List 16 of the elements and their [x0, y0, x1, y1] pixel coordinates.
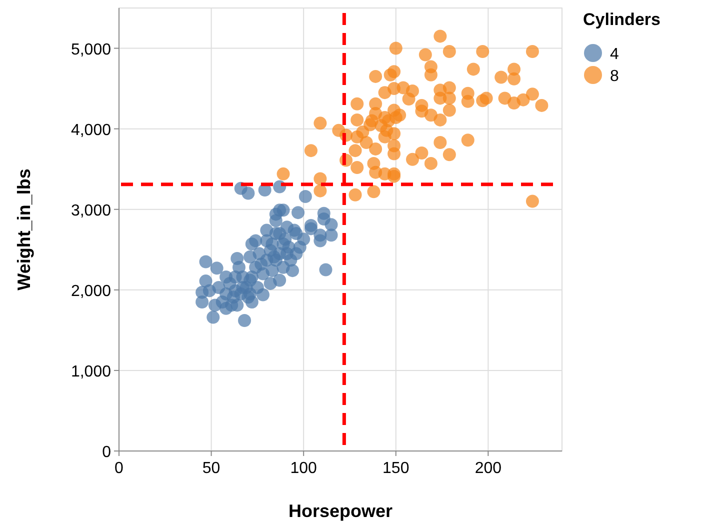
x-axis-title: Horsepower — [288, 501, 393, 521]
legend-label: 8 — [610, 68, 619, 85]
y-tick-label: 4,000 — [70, 122, 112, 139]
y-axis-title: Weight_in_lbs — [14, 168, 34, 290]
x-tick-label: 200 — [474, 460, 502, 477]
y-tick-label: 1,000 — [70, 363, 112, 380]
x-tick-label: 150 — [382, 460, 410, 477]
legend-label: 4 — [610, 46, 619, 63]
y-tick-label: 2,000 — [70, 282, 112, 300]
legend-title: Cylinders — [583, 10, 660, 29]
y-tick-label: 5,000 — [70, 41, 112, 58]
y-tick-label: 0 — [102, 444, 112, 461]
x-tick-label: 100 — [290, 460, 318, 477]
x-tick-label: 0 — [114, 460, 124, 477]
y-tick-label: 3,000 — [70, 202, 112, 220]
x-tick-label: 50 — [202, 460, 220, 477]
